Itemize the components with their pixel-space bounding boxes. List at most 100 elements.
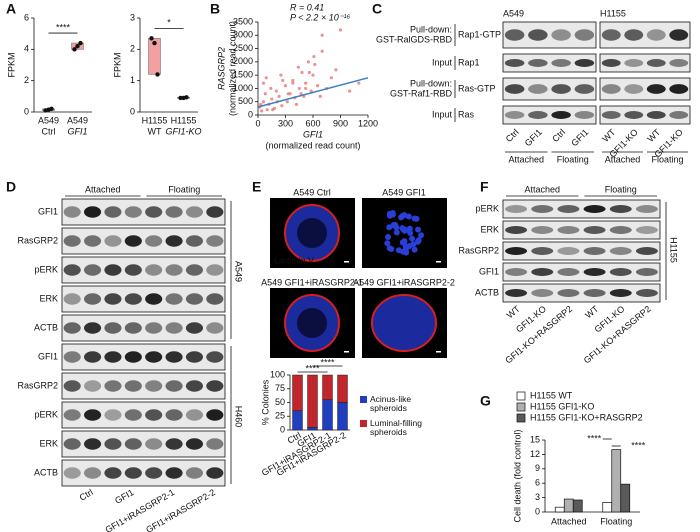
point [280, 104, 284, 108]
band [551, 111, 571, 119]
x-tick-label: H1155 [142, 115, 168, 125]
point [152, 40, 157, 46]
y-axis-label: (normalized read count) [227, 21, 237, 116]
nucleus [411, 246, 418, 253]
y-tick-label: 2500 [233, 43, 253, 53]
lane-label: Ctrl [550, 127, 567, 144]
band [206, 206, 224, 218]
band [635, 289, 658, 297]
band [601, 84, 621, 94]
y-axis-label: % Colonies [260, 379, 270, 425]
band [104, 438, 122, 450]
band [669, 59, 689, 67]
band [609, 247, 632, 255]
band [635, 205, 658, 213]
legend-swatch [516, 402, 526, 412]
blot [502, 53, 597, 73]
band [104, 264, 122, 276]
panel-label: A [6, 1, 16, 17]
x-axis-label: GFI1 [303, 129, 323, 139]
group-label: Floating [557, 154, 589, 164]
y-tick-label: 100 [270, 369, 285, 379]
band [145, 351, 163, 363]
lane-label: GFI1 [523, 127, 544, 148]
bar [563, 498, 574, 513]
lane-label: GFI1+iRASGRP2-2 [144, 487, 217, 532]
band-label: Rap1 [458, 57, 480, 67]
band [104, 293, 122, 305]
band [63, 206, 81, 218]
nucleus [406, 225, 413, 232]
band [145, 264, 163, 276]
band [528, 111, 548, 119]
y-tick-label: 1 [130, 75, 135, 85]
band [206, 380, 224, 392]
band [206, 293, 224, 305]
band-label: Ras [458, 109, 475, 119]
scale-bar [436, 261, 441, 263]
lumen [297, 308, 327, 338]
significance: **** [631, 440, 646, 450]
band [574, 29, 595, 41]
nucleus [384, 240, 391, 247]
band [124, 264, 142, 276]
nucleus [418, 232, 425, 239]
band [84, 322, 102, 334]
band [185, 380, 203, 392]
fit-line [257, 77, 369, 108]
y-axis-label: FPKM [6, 52, 16, 77]
nucleus [388, 245, 395, 252]
nucleus [405, 213, 412, 220]
band [104, 380, 122, 392]
band [206, 467, 224, 479]
lane-label: GFI1 [113, 487, 135, 506]
band [557, 226, 580, 234]
box [148, 38, 161, 75]
band [635, 268, 658, 276]
group-label: Attached [85, 184, 121, 194]
band [124, 206, 142, 218]
band [104, 235, 122, 247]
y-tick-label: 0 [24, 106, 29, 116]
band [145, 380, 163, 392]
band [185, 264, 203, 276]
significance: **** [320, 357, 335, 367]
point [279, 73, 283, 77]
stain-label: Laminin V [274, 255, 314, 265]
legend-label: H1155 WT [530, 390, 573, 400]
point [265, 108, 269, 112]
point [312, 54, 316, 59]
row-label: GFI1 [38, 351, 58, 361]
row-label: RasGRP2 [17, 235, 58, 245]
band [551, 29, 571, 41]
y-tick-label: 50 [275, 397, 285, 407]
bar-segment [292, 374, 303, 411]
image-title: A549 GFI1+iRASGRP2-2 [353, 277, 455, 287]
band [104, 206, 122, 218]
blot [599, 53, 691, 73]
point [329, 76, 333, 80]
band [504, 29, 525, 41]
point [306, 60, 311, 64]
band [624, 59, 644, 67]
band [185, 206, 203, 218]
panel-label: F [480, 179, 489, 195]
band-label: Rap1-GTP [458, 29, 501, 39]
point [269, 86, 273, 91]
y-tick-label: 1500 [233, 70, 253, 80]
band [557, 268, 580, 276]
x-tick-label: 900 [333, 118, 348, 128]
group-label: Attached [524, 184, 560, 194]
band [124, 293, 142, 305]
band [206, 409, 224, 421]
group-label: Attached [605, 154, 641, 164]
band [63, 293, 81, 305]
point [304, 81, 308, 85]
band [609, 289, 632, 297]
band [63, 467, 81, 479]
y-tick-label: 1000 [233, 83, 253, 93]
band [84, 438, 102, 450]
band [531, 205, 554, 213]
spheroid [371, 294, 437, 352]
band [185, 351, 203, 363]
